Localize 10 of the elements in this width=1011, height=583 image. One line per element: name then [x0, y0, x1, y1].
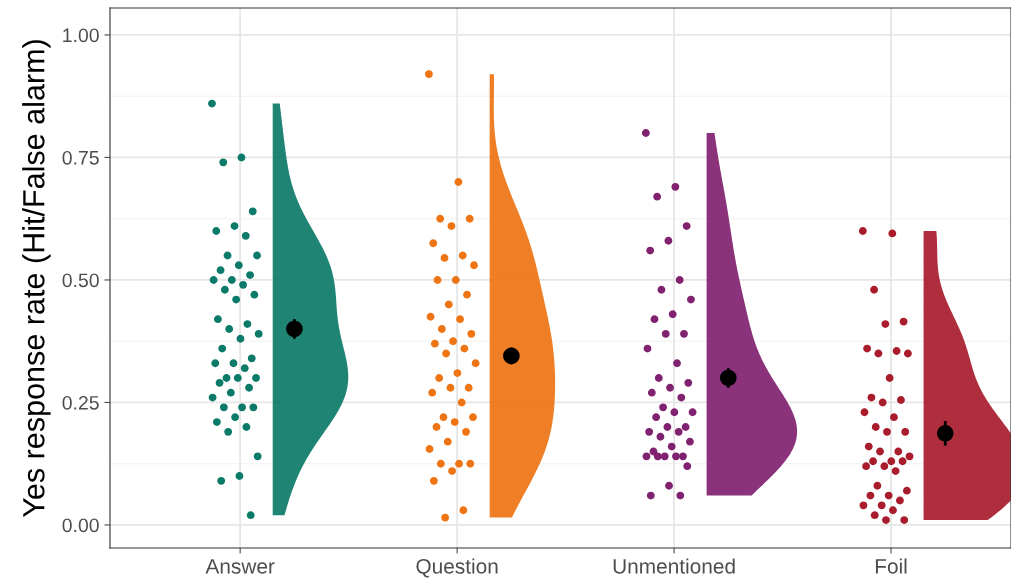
y-tick-label: 0.50 [62, 273, 99, 288]
x-tick-label: Foil [875, 558, 907, 574]
x-tick-label: Question [416, 558, 498, 578]
y-tick-label: 1.00 [63, 28, 99, 43]
y-axis-title: Yes response rate (Hit/False alarm) [22, 40, 51, 518]
x-tick-label: Answer [205, 559, 275, 574]
y-tick-label: 0.25 [62, 395, 99, 410]
y-tick-label: 0.75 [62, 150, 99, 165]
y-tick-label: 0.00 [62, 518, 99, 533]
x-tick-label: Unmentioned [613, 558, 735, 574]
